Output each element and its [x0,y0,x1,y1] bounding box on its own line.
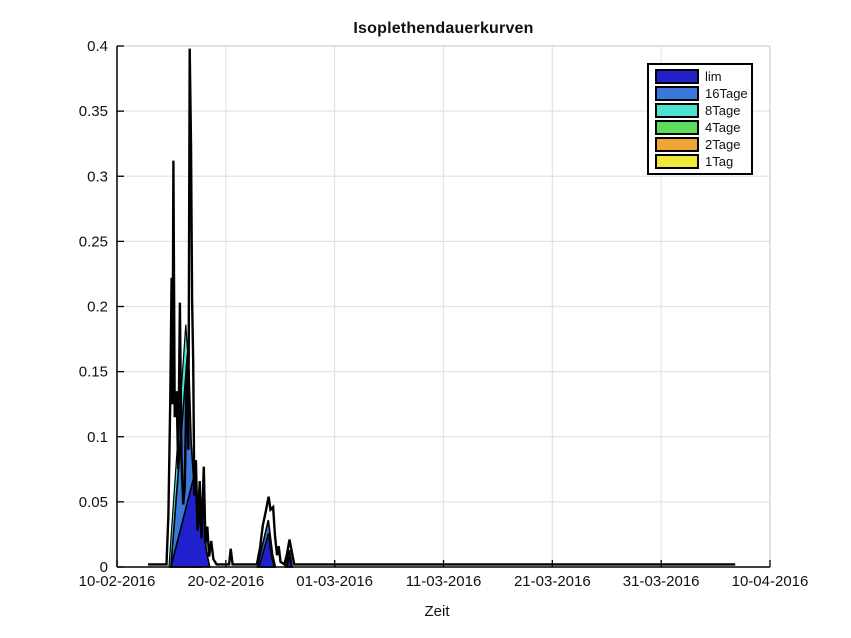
x-axis-label: Zeit [424,603,450,620]
legend-label: 16Tage [705,86,748,101]
y-tick-label: 0.25 [79,233,108,250]
legend-item-2Tage: 2Tage [655,136,751,153]
y-tick-label: 0.35 [79,103,108,120]
legend: lim 16Tage 8Tage 4Tage 2Tage 1Tag [647,63,753,175]
series-envelope [148,48,736,567]
x-tick-label: 01-03-2016 [296,573,373,590]
legend-item-lim: lim [655,68,751,85]
legend-swatch-lim [655,69,699,84]
legend-swatch-8Tage [655,103,699,118]
y-tick-label: 0.15 [79,364,108,381]
x-tick-label: 21-03-2016 [514,573,591,590]
legend-swatch-4Tage [655,120,699,135]
x-tick-label: 31-03-2016 [623,573,700,590]
legend-swatch-16Tage [655,86,699,101]
x-tick-label: 20-02-2016 [187,573,264,590]
y-tick-label: 0.2 [87,299,108,316]
x-tick-label: 10-02-2016 [79,573,156,590]
y-tick-label: 0.4 [87,38,108,55]
legend-item-16Tage: 16Tage [655,85,751,102]
y-tick-label: 0.05 [79,494,108,511]
legend-item-4Tage: 4Tage [655,119,751,136]
y-tick-label: 0.3 [87,168,108,185]
legend-swatch-2Tage [655,137,699,152]
x-tick-label: 11-03-2016 [406,573,482,590]
legend-label: 4Tage [705,120,741,135]
legend-label: 8Tage [705,103,741,118]
y-tick-label: 0.1 [87,429,108,446]
legend-label: 1Tag [705,154,734,169]
legend-swatch-1Tag [655,154,699,169]
legend-item-1Tag: 1Tag [655,153,751,170]
legend-label: lim [705,69,722,84]
legend-item-8Tage: 8Tage [655,102,751,119]
y-tick-label: 0 [100,559,108,576]
x-tick-label: 10-04-2016 [732,573,809,590]
chart-title: Isoplethendauerkurven [353,20,534,37]
legend-label: 2Tage [705,137,741,152]
